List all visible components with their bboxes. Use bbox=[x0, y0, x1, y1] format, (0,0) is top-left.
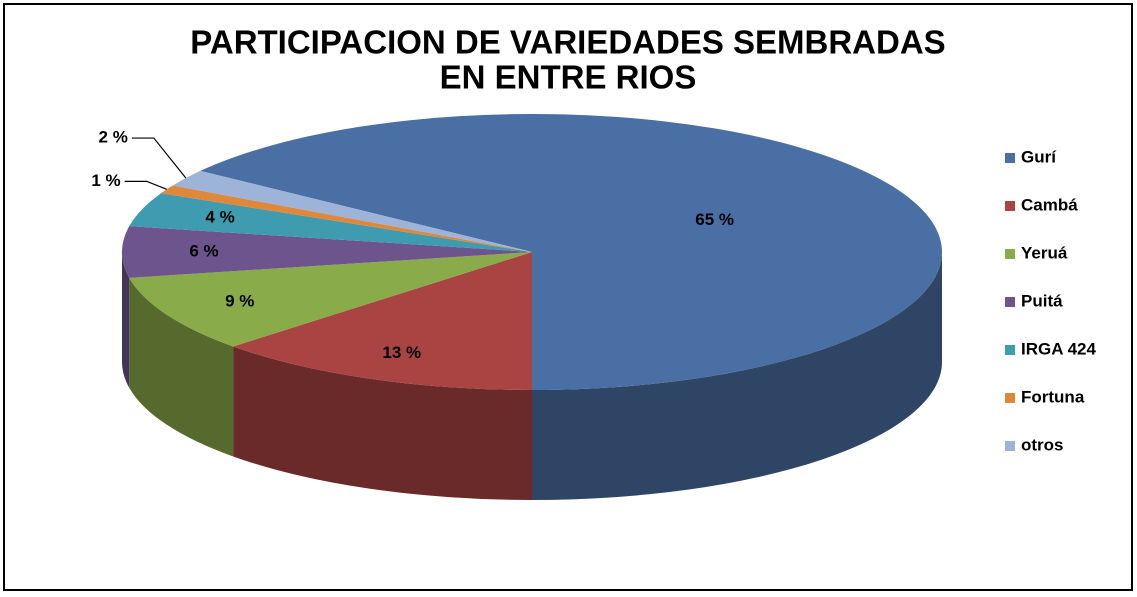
leader-line bbox=[131, 137, 187, 179]
chart-title: EN ENTRE RIOS bbox=[440, 59, 697, 96]
legend-label: otros bbox=[1021, 435, 1064, 454]
leader-line bbox=[124, 180, 167, 190]
slice-side bbox=[233, 346, 532, 500]
slice bbox=[129, 193, 533, 252]
legend-swatch bbox=[1005, 153, 1015, 163]
data-label: 4 % bbox=[205, 207, 234, 226]
slice bbox=[161, 185, 532, 252]
data-label: 6 % bbox=[189, 241, 218, 260]
slice-side bbox=[122, 252, 130, 388]
slice bbox=[121, 226, 532, 278]
legend-swatch bbox=[1005, 393, 1015, 403]
slice bbox=[200, 113, 943, 390]
legend-label: IRGA 424 bbox=[1021, 339, 1097, 358]
legend-swatch bbox=[1005, 345, 1015, 355]
legend-label: Puitá bbox=[1021, 291, 1063, 310]
chart-title: PARTICIPACION DE VARIEDADES SEMBRADAS bbox=[190, 24, 945, 61]
legend-swatch bbox=[1005, 249, 1015, 259]
legend-swatch bbox=[1005, 201, 1015, 211]
data-label: 2 % bbox=[99, 128, 128, 147]
legend-swatch bbox=[1005, 441, 1015, 451]
slice-side bbox=[129, 277, 234, 457]
data-label: 1 % bbox=[91, 171, 120, 190]
slice bbox=[172, 170, 532, 252]
data-label: 13 % bbox=[382, 343, 421, 362]
slice-side bbox=[532, 252, 942, 500]
data-label: 65 % bbox=[695, 210, 734, 229]
legend-label: Yeruá bbox=[1021, 243, 1068, 262]
slice bbox=[233, 252, 532, 390]
legend-label: Gurí bbox=[1021, 147, 1057, 166]
legend-label: Cambá bbox=[1021, 195, 1078, 214]
legend-swatch bbox=[1005, 297, 1015, 307]
data-label: 9 % bbox=[225, 292, 254, 311]
legend-label: Fortuna bbox=[1021, 387, 1085, 406]
slice bbox=[129, 252, 533, 347]
